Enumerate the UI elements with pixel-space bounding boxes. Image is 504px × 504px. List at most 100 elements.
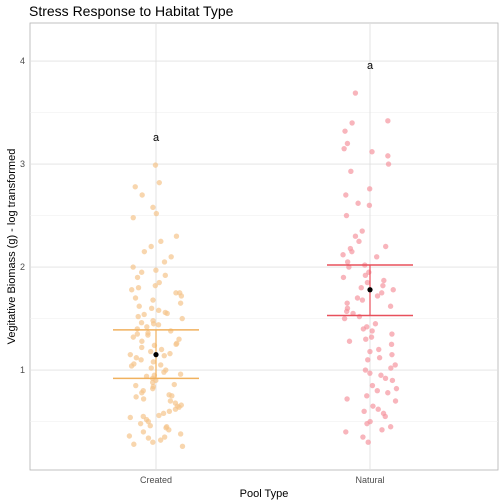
data-point (168, 254, 174, 260)
y-tick-label: 3 (20, 159, 25, 169)
data-point (389, 377, 396, 384)
data-point (128, 363, 135, 369)
data-point (369, 328, 375, 334)
data-point (177, 300, 184, 306)
data-point (340, 274, 347, 281)
data-point (344, 396, 350, 402)
data-point (169, 393, 175, 399)
data-point (130, 264, 136, 270)
data-point (156, 307, 162, 314)
plot-panel (29, 22, 499, 471)
data-point (355, 200, 361, 206)
data-point (173, 233, 180, 239)
data-point (135, 284, 142, 291)
data-point (140, 413, 146, 420)
data-point (385, 390, 391, 396)
data-point (343, 212, 350, 219)
data-point (379, 427, 385, 433)
data-point (343, 429, 349, 435)
mean-point (153, 352, 159, 358)
data-point (162, 272, 168, 279)
data-point (382, 243, 389, 250)
x-tick-label: Natural (355, 475, 384, 485)
data-point (138, 269, 145, 275)
data-point (161, 259, 168, 265)
y-axis: 1 2 3 4 (20, 56, 25, 375)
y-tick-label: 4 (20, 56, 25, 66)
data-point (389, 331, 395, 337)
data-point (360, 434, 366, 440)
data-point (150, 297, 156, 303)
data-point (160, 410, 167, 417)
data-point (370, 403, 376, 409)
data-point (369, 149, 375, 155)
data-point (156, 179, 162, 186)
data-point (150, 385, 156, 392)
data-point (378, 372, 384, 378)
data-point (366, 202, 373, 209)
data-point (344, 140, 351, 147)
data-point (374, 293, 381, 299)
data-point (138, 320, 145, 326)
data-point (171, 381, 177, 388)
data-point (368, 334, 375, 340)
data-point (387, 424, 394, 430)
data-point (352, 90, 359, 96)
data-point (374, 387, 380, 394)
mean-point (367, 287, 373, 293)
data-point (155, 322, 162, 328)
data-point (356, 313, 363, 320)
data-point (134, 274, 141, 281)
data-point (153, 267, 159, 273)
data-point (134, 331, 141, 337)
x-axis-title: Pool Type (240, 488, 289, 500)
data-point (148, 365, 154, 371)
data-point (138, 357, 144, 363)
data-point (363, 336, 369, 342)
data-point (158, 346, 165, 353)
data-point (150, 321, 157, 327)
data-point (365, 357, 371, 363)
data-point (134, 326, 140, 332)
data-point (176, 336, 182, 342)
data-point (352, 233, 359, 239)
data-point (150, 439, 156, 445)
data-point (135, 313, 141, 320)
data-point (145, 435, 152, 441)
data-point (168, 328, 174, 334)
data-point (382, 375, 389, 382)
data-point (163, 424, 170, 430)
data-point (390, 287, 396, 293)
significance-letter: a (153, 132, 160, 144)
data-point (358, 284, 364, 291)
data-point (364, 279, 371, 286)
data-point (167, 350, 173, 357)
data-point (150, 359, 157, 365)
data-point (130, 334, 137, 340)
data-point (362, 272, 369, 279)
data-point (346, 338, 353, 344)
data-point (392, 398, 399, 404)
data-point (359, 297, 366, 303)
data-point (379, 290, 385, 296)
data-points (126, 90, 400, 450)
data-point (349, 120, 355, 126)
data-point (127, 351, 134, 358)
data-point (131, 441, 137, 447)
data-point (161, 434, 168, 440)
data-point (348, 168, 354, 175)
data-point (380, 282, 386, 289)
data-point (152, 282, 159, 289)
data-point (156, 279, 162, 286)
data-point (147, 423, 153, 429)
data-point (166, 408, 173, 414)
data-point (129, 287, 135, 293)
data-point (127, 414, 134, 421)
data-point (126, 433, 133, 439)
data-point (354, 295, 361, 301)
data-point (164, 310, 170, 317)
data-point (139, 338, 145, 344)
data-point (349, 248, 355, 255)
data-point (158, 238, 164, 245)
